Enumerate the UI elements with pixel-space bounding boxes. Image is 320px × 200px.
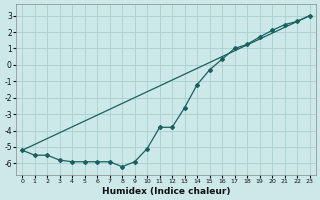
X-axis label: Humidex (Indice chaleur): Humidex (Indice chaleur)	[102, 187, 230, 196]
